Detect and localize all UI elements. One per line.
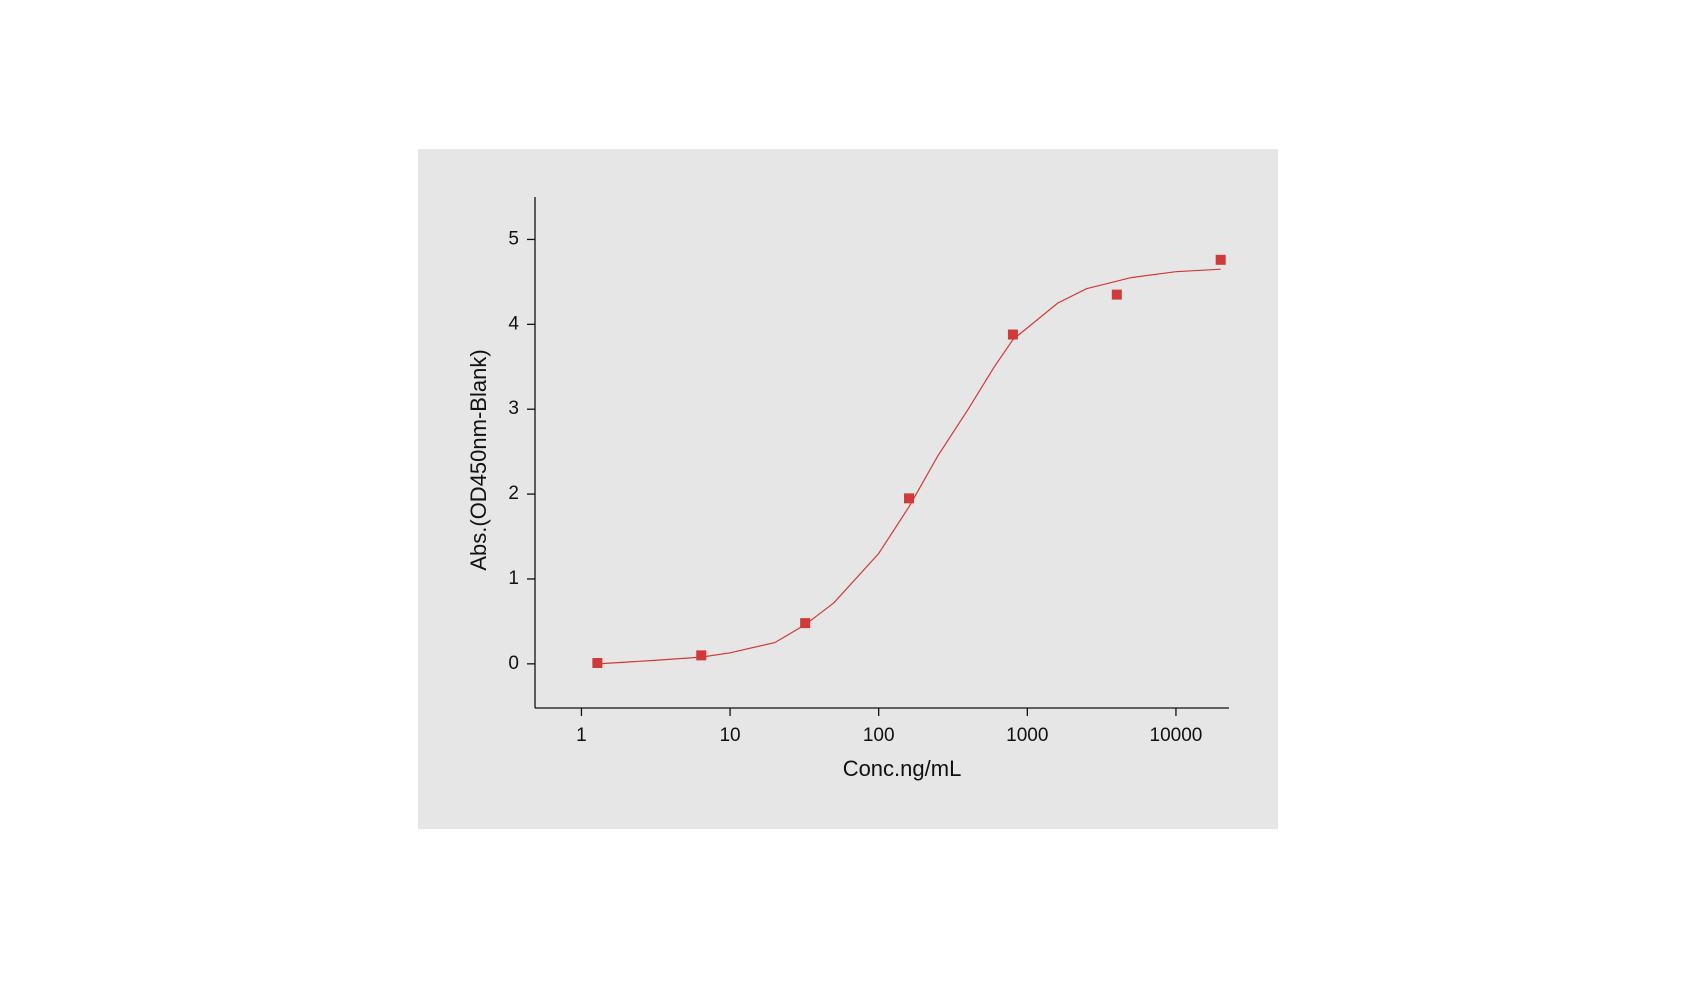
- x-tick-label: 10: [719, 725, 740, 746]
- y-tick-label: 4: [508, 313, 519, 334]
- y-axis-label: Abs.(OD450nm-Blank): [466, 349, 491, 570]
- y-tick-label: 1: [508, 568, 519, 589]
- x-axis-label: Conc.ng/mL: [843, 756, 962, 781]
- data-point: [696, 650, 707, 661]
- data-point: [800, 618, 811, 629]
- data-point: [1111, 289, 1122, 300]
- x-tick-label: 100: [863, 725, 895, 746]
- data-point: [904, 493, 915, 504]
- x-tick-label: 1: [576, 725, 587, 746]
- data-point: [1215, 254, 1226, 265]
- y-tick-label: 3: [508, 398, 519, 419]
- chart-background: [418, 149, 1278, 829]
- y-tick-label: 0: [508, 653, 519, 674]
- x-tick-label: 1000: [1006, 725, 1048, 746]
- data-point: [592, 658, 603, 669]
- y-tick-label: 5: [508, 228, 519, 249]
- data-point: [1007, 329, 1018, 340]
- fit-curve: [597, 268, 1221, 665]
- y-tick-label: 2: [508, 483, 519, 504]
- x-tick-label: 10000: [1150, 725, 1203, 746]
